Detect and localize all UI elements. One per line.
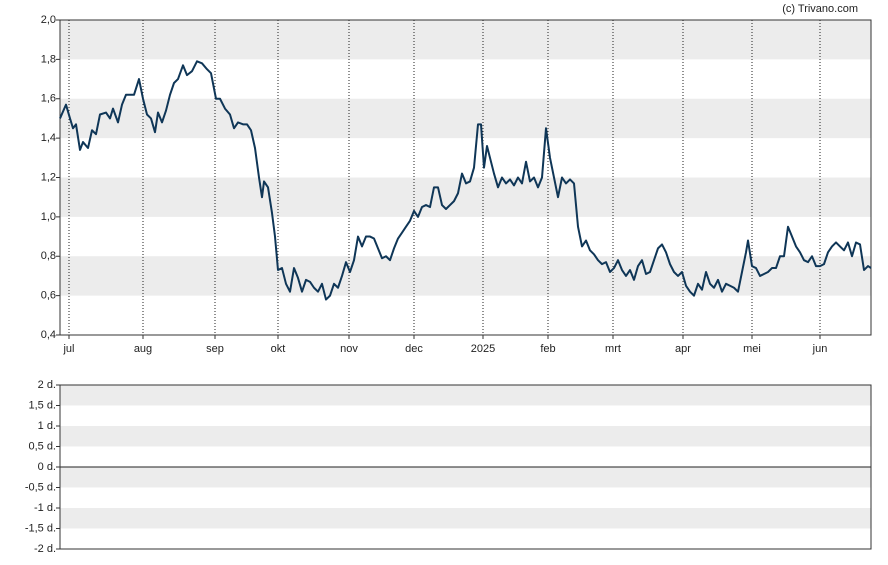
x-tick-label: 2025 [471, 343, 495, 355]
y-tick-label: 1,8 [41, 53, 56, 65]
grid-band [60, 385, 871, 406]
x-tick-label: dec [405, 343, 423, 355]
x-tick-label: feb [540, 343, 555, 355]
y-tick-label: -0,5 d. [25, 481, 56, 493]
y-tick-label: -1 d. [34, 502, 56, 514]
x-tick-label: okt [271, 343, 286, 355]
y-tick-label: 2 d. [38, 379, 56, 391]
x-tick-label: jul [62, 343, 74, 355]
grid-band [60, 467, 871, 488]
x-tick-label: apr [675, 343, 691, 355]
plot-frame [59, 384, 872, 550]
y-tick-label: 0 d. [38, 461, 56, 473]
grid-band [60, 256, 871, 296]
y-tick-label: 1,0 [41, 211, 56, 223]
y-tick-label: -2 d. [34, 543, 56, 555]
y-tick-label: -1,5 d. [25, 522, 56, 534]
x-tick-label: aug [134, 343, 152, 355]
y-tick-label: 1 d. [38, 420, 56, 432]
y-tick-label: 1,2 [41, 171, 56, 183]
grid-band [60, 20, 871, 60]
source: (c) Trivano.com [782, 3, 858, 15]
plot-frame [59, 19, 872, 336]
y-tick-label: 0,5 d. [28, 440, 56, 452]
y-tick-label: 0,8 [41, 250, 56, 262]
y-tick-label: 0,4 [41, 329, 56, 341]
y-tick-label: 0,6 [41, 290, 56, 302]
grid-band [60, 98, 871, 139]
price-line [59, 60, 872, 301]
x-tick-label: mrt [605, 343, 621, 355]
x-tick-label: sep [206, 343, 224, 355]
y-tick-label: 1,5 d. [28, 399, 56, 411]
x-tick-label: nov [340, 343, 358, 355]
y-tick-label: 2,0 [41, 14, 56, 26]
grid-band [60, 508, 871, 529]
x-tick-label: mei [743, 343, 761, 355]
x-tick-label: jun [812, 343, 828, 355]
y-tick-label: 1,6 [41, 93, 56, 105]
y-tick-label: 1,4 [41, 132, 56, 144]
grid-band [60, 426, 871, 447]
